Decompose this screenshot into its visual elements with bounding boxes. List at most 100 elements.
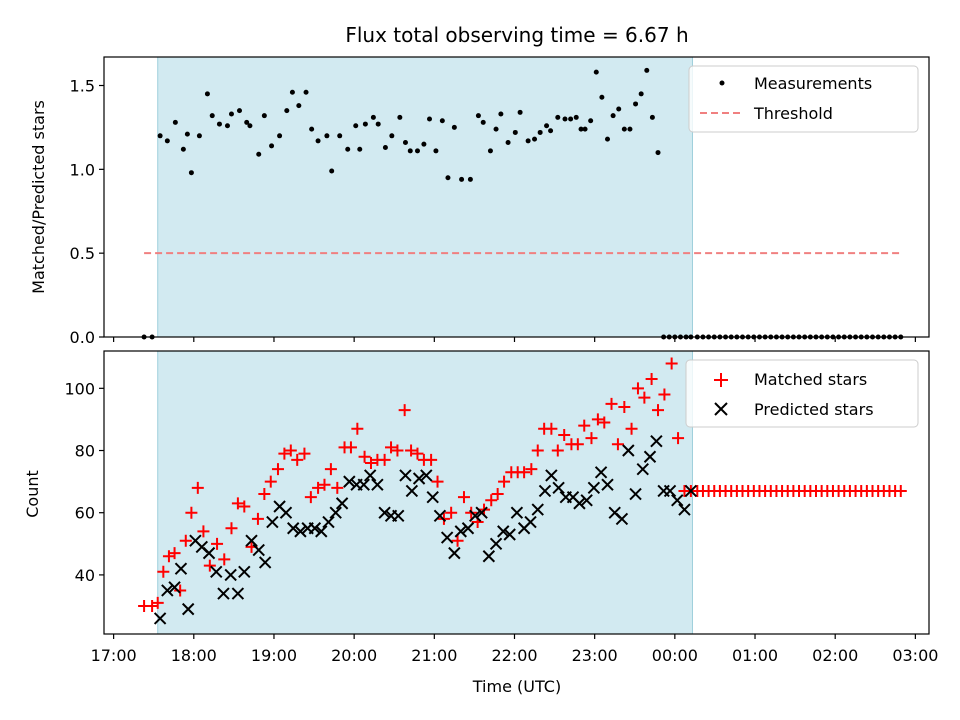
measurement-point <box>370 114 376 120</box>
matched-star-point <box>491 488 504 501</box>
predicted-star-point <box>426 490 439 504</box>
matched-star-point <box>258 488 271 501</box>
measurement-point <box>451 124 457 130</box>
predicted-star-point <box>636 462 649 476</box>
matched-star-point <box>625 422 638 435</box>
predicted-star-point <box>161 584 174 597</box>
matched-star-point <box>364 456 377 469</box>
matched-star-point <box>225 522 238 535</box>
predicted-star-point <box>524 515 537 529</box>
measurement-point <box>164 138 170 144</box>
chart-title: Flux total observing time = 6.67 h <box>345 23 688 47</box>
predicted-star-point <box>294 525 307 538</box>
measurement-point <box>315 138 321 144</box>
matched-star-point <box>431 475 444 488</box>
measurement-point <box>505 140 511 146</box>
measurement-point <box>345 146 351 152</box>
top-panel: Flux total observing time = 6.67 h 0.00.… <box>29 23 930 347</box>
measurement-point <box>296 103 302 109</box>
x-tick-label: 22:00 <box>491 646 537 665</box>
matched-star-point <box>203 559 216 572</box>
predicted-star-point <box>343 475 356 488</box>
measurement-point <box>247 123 253 129</box>
matched-star-point <box>611 438 624 451</box>
matched-star-point <box>168 547 181 560</box>
matched-star-point <box>278 447 291 460</box>
predicted-star-point <box>573 497 586 510</box>
measurement-point <box>389 133 395 139</box>
predicted-star-point <box>174 562 188 575</box>
matched-star-point <box>445 506 458 519</box>
measurement-point <box>621 126 627 132</box>
measurement-point <box>353 123 359 129</box>
predicted-star-point <box>482 550 496 563</box>
matched-star-point <box>378 453 391 466</box>
matched-star-point <box>298 447 311 460</box>
matched-star-point <box>264 475 277 488</box>
matched-star-point <box>231 497 244 510</box>
predicted-star-point <box>371 478 384 491</box>
bottom-y-ticks: 40 60 80 100 <box>64 379 104 585</box>
measurement-point <box>604 136 610 142</box>
matched-star-point <box>157 565 170 578</box>
predicted-star-point <box>202 546 216 560</box>
x-tick-label: 01:00 <box>732 646 778 665</box>
matched-star-point <box>405 444 418 457</box>
measurement-point <box>433 148 439 154</box>
bottom-y-tick-label: 100 <box>64 379 95 398</box>
predicted-star-point <box>287 522 300 535</box>
top-legend-frame <box>688 65 919 133</box>
legend-label-matched: Matched stars <box>754 370 867 389</box>
bottom-y-axis-label: Count <box>23 470 42 518</box>
predicted-star-point <box>538 484 552 498</box>
predicted-star-point <box>615 512 629 526</box>
measurement-point <box>493 126 499 132</box>
measurement-point <box>180 146 186 152</box>
predicted-star-point <box>420 469 433 482</box>
measurement-point <box>599 94 605 100</box>
predicted-star-point <box>503 528 516 541</box>
measurement-point <box>467 176 473 182</box>
measurement-point <box>475 113 481 119</box>
predicted-star-point <box>392 509 405 523</box>
matched-star-point <box>545 422 558 435</box>
measurement-point <box>324 133 330 139</box>
predicted-star-point <box>258 556 272 569</box>
predicted-star-point <box>322 515 335 529</box>
matched-star-point <box>324 463 337 476</box>
predicted-star-point <box>545 469 558 482</box>
predicted-star-point <box>412 472 426 485</box>
predicted-star-point <box>329 506 342 519</box>
predicted-star-point <box>489 537 503 551</box>
measurement-point <box>397 114 403 120</box>
measurement-point <box>196 133 202 139</box>
predicted-star-point <box>153 612 167 625</box>
predicted-star-point <box>629 487 642 501</box>
matched-star-point <box>894 484 907 497</box>
predicted-star-point <box>433 509 447 523</box>
measurement-point <box>573 114 579 120</box>
x-tick-label: 21:00 <box>411 646 457 665</box>
measurement-point <box>236 108 242 114</box>
top-legend: Measurements Threshold <box>688 65 919 133</box>
x-tick-label: 20:00 <box>331 646 377 665</box>
measurement-point <box>421 141 427 147</box>
predicted-star-point <box>245 534 258 547</box>
measurement-point <box>303 89 309 95</box>
measurement-point <box>439 118 445 124</box>
measurement-point <box>616 106 622 112</box>
measurement-point <box>382 145 388 151</box>
x-axis-label: Time (UTC) <box>472 677 561 696</box>
legend-marker-matched <box>714 373 728 387</box>
measurement-point <box>402 140 408 146</box>
matched-star-point <box>238 500 251 513</box>
top-axes-frame <box>103 56 930 338</box>
predicted-star-point <box>684 484 698 498</box>
matched-star-point <box>304 491 317 504</box>
predicted-star-point <box>399 469 412 482</box>
matched-star-point <box>385 441 398 454</box>
predicted-star-point <box>475 506 488 519</box>
legend-marker-predicted <box>714 402 728 416</box>
predicted-star-point <box>335 497 349 510</box>
matched-star-point <box>284 444 297 457</box>
